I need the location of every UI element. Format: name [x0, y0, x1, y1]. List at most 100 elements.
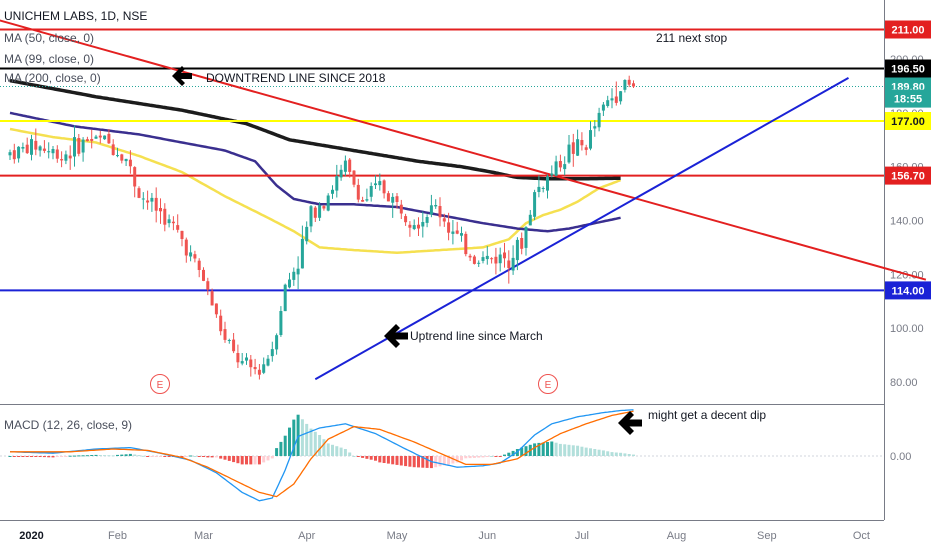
legend-ma99[interactable]: MA (99, close, 0) [4, 52, 95, 66]
macd-histogram-bar [128, 453, 132, 456]
candle-body [399, 204, 403, 214]
candle-body [309, 206, 313, 227]
price-badge [885, 112, 931, 130]
candle-body [460, 233, 463, 236]
macd-histogram-bar [42, 456, 46, 458]
price-badge [885, 89, 931, 108]
macd-histogram-bar [257, 456, 261, 465]
macd-histogram-bar [249, 456, 253, 465]
candle-body [141, 198, 145, 200]
candle-body [498, 254, 502, 264]
macd-histogram-bar [404, 456, 408, 467]
macd-histogram-bar [275, 448, 279, 456]
candle-body [180, 230, 184, 239]
legend-macd[interactable]: MACD (12, 26, close, 9) [4, 418, 133, 432]
macd-histogram-bar [17, 456, 21, 457]
legend-ma200[interactable]: MA (200, close, 0) [4, 71, 101, 85]
macd-histogram-bar [300, 419, 304, 456]
candle-body [210, 291, 214, 306]
macd-histogram-bar [343, 449, 347, 456]
macd-histogram-bar [580, 446, 584, 456]
macd-histogram-bar [356, 456, 360, 457]
price-badge-label: 156.70 [891, 171, 925, 183]
macd-histogram-bar [550, 441, 554, 456]
candle-body [17, 146, 21, 159]
candle-body [352, 170, 356, 185]
macd-histogram-bar [34, 456, 38, 457]
macd-histogram-bar [481, 456, 485, 458]
candle-body [477, 262, 481, 264]
candle-body [245, 357, 248, 361]
candle-body [369, 186, 373, 197]
macd-histogram-bar [468, 456, 472, 459]
candle-body [511, 257, 515, 271]
candle-body [120, 154, 124, 161]
macd-histogram-bar [227, 456, 231, 461]
time-tick-label: Apr [298, 530, 315, 542]
candle-body [563, 164, 567, 170]
ma200-line [9, 78, 621, 181]
macd-histogram-bar [309, 428, 313, 456]
horizontal-levels [0, 28, 884, 292]
candle-body [163, 208, 167, 225]
macd-histogram-bar [253, 456, 257, 465]
candle-body [171, 221, 175, 224]
candle-body [606, 100, 610, 106]
macd-histogram-bar [159, 456, 162, 457]
candle-body [300, 238, 304, 269]
macd-histogram-bar [318, 435, 322, 456]
price-badge [885, 20, 931, 39]
chart-title[interactable]: UNICHEM LABS, 1D, NSE [4, 9, 148, 23]
earnings-marker[interactable]: E [538, 374, 558, 394]
candle-body [184, 239, 188, 256]
macd-histogram-bar [610, 452, 614, 456]
price-badge-label: 177.00 [891, 116, 925, 128]
macd-histogram-bar [202, 456, 205, 457]
macd-histogram-bar [627, 454, 631, 456]
candle-body [434, 205, 438, 207]
candle-body [64, 154, 68, 161]
earnings-marker[interactable]: E [150, 374, 170, 394]
candle-body [490, 258, 494, 260]
candle-body [38, 146, 42, 151]
macd-histogram-bar [537, 442, 541, 456]
candle-body [47, 151, 51, 153]
macd-histogram-bar [133, 454, 137, 456]
time-tick-label: Feb [108, 530, 127, 542]
macd-histogram-bar [378, 456, 382, 463]
candle-body [442, 218, 446, 222]
macd-histogram-bar [455, 456, 459, 463]
candle-body [103, 135, 107, 140]
candle-body [515, 239, 519, 261]
candle-body [580, 140, 584, 146]
arrow-left-icon [384, 324, 408, 348]
legend-ma50[interactable]: MA (50, close, 0) [4, 31, 95, 45]
macd-histogram-bar [472, 456, 476, 458]
macd-histogram-bar [576, 445, 580, 456]
macd-histogram-bar [270, 456, 274, 459]
macd-histogram-bar [120, 454, 124, 456]
macd-histogram-bar [335, 446, 339, 456]
macd-zero-label: 0.00 [890, 451, 911, 463]
candle-body [382, 180, 386, 194]
candle-body [146, 200, 150, 203]
uptrend-trendline [314, 77, 849, 381]
macd-histogram-bar [503, 454, 506, 456]
macd-histogram-bar [369, 456, 373, 460]
macd-line [9, 409, 634, 502]
macd-histogram-bar [391, 456, 395, 465]
earnings-marker-label: E [157, 380, 164, 391]
candle-body [507, 260, 511, 269]
candle-body [275, 335, 279, 350]
candle-body [137, 188, 141, 198]
candle-body [485, 255, 489, 260]
candle-body [589, 130, 592, 149]
candle-body [533, 192, 537, 217]
candle-body [253, 367, 257, 370]
price-badge [885, 166, 931, 185]
macd-histogram-bar [206, 456, 210, 458]
macd-histogram-bar [408, 456, 412, 467]
candle-body [597, 112, 601, 128]
